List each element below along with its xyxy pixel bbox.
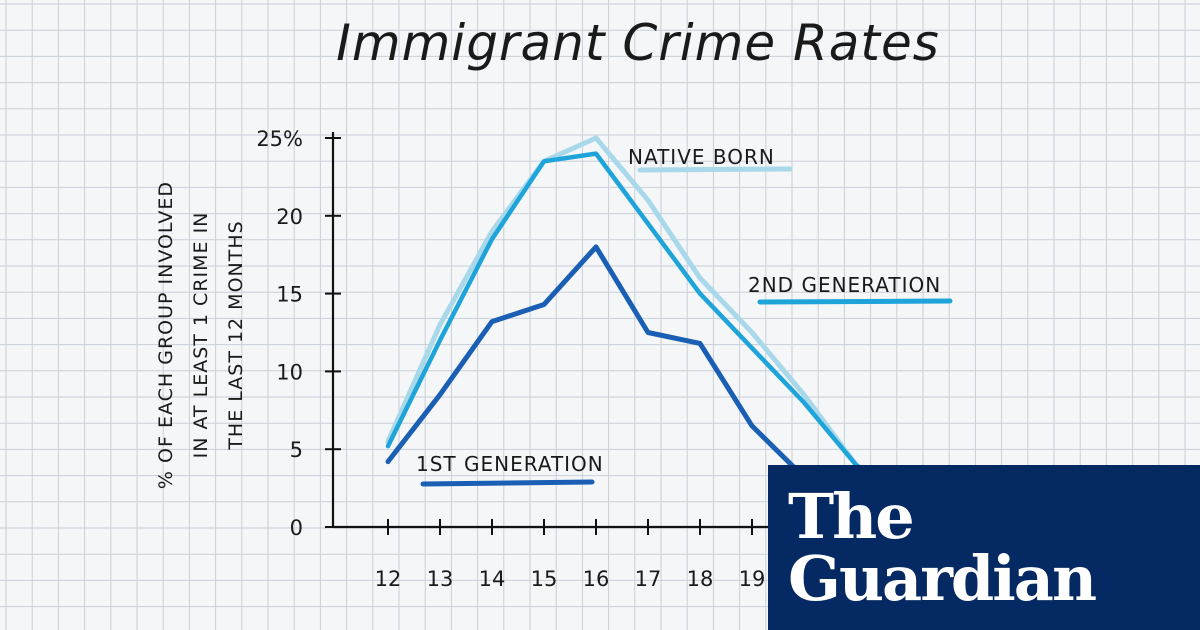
x-tick-label: 14 xyxy=(479,567,506,591)
annotation-native-born-text: NATIVE BORN xyxy=(628,145,775,169)
x-tick-label: 12 xyxy=(375,567,402,591)
series-2nd-generation-line xyxy=(385,151,911,506)
x-tick-label: 16 xyxy=(583,567,610,591)
annotation-2nd-generation-text: 2ND GENERATION xyxy=(748,273,941,297)
y-ticks: 25% 20 15 10 5 0 xyxy=(256,127,341,540)
y-tick-label: 25% xyxy=(256,127,303,151)
annotation-1st-generation-underline xyxy=(420,479,595,487)
annotation-native-born: NATIVE BORN xyxy=(628,145,793,173)
annotation-native-born-underline xyxy=(637,166,793,173)
logo-line-guardian: Guardian xyxy=(788,541,1097,615)
y-axis-label-line-1: % OF EACH GROUP INVOLVED xyxy=(155,181,177,489)
y-tick-label: 15 xyxy=(276,283,303,307)
annotation-2nd-generation: 2ND GENERATION xyxy=(748,273,953,305)
y-tick-label: 0 xyxy=(290,516,303,540)
y-axis-label-line-3: THE LAST 12 MONTHS xyxy=(225,220,247,450)
y-tick-label: 10 xyxy=(276,360,303,384)
x-tick-label: 15 xyxy=(531,567,558,591)
guardian-logo: The Guardian xyxy=(768,465,1200,630)
x-tick-label: 19 xyxy=(739,567,766,591)
x-ticks: 12 13 14 15 16 17 18 19 xyxy=(375,519,766,591)
y-tick-label: 20 xyxy=(276,205,303,229)
x-tick-label: 13 xyxy=(427,567,454,591)
annotation-1st-generation-text: 1ST GENERATION xyxy=(416,452,604,476)
annotation-1st-generation: 1ST GENERATION xyxy=(416,452,604,487)
logo-line-the: The xyxy=(788,479,915,553)
y-tick-label: 5 xyxy=(290,438,303,462)
y-axis-label-line-2: IN AT LEAST 1 CRIME IN xyxy=(190,212,212,459)
annotation-2nd-generation-underline xyxy=(757,298,953,305)
x-tick-label: 18 xyxy=(687,567,714,591)
series-native-born-line xyxy=(385,135,911,507)
chart-title: Immigrant Crime Rates xyxy=(336,14,940,72)
y-axis-label: % OF EACH GROUP INVOLVED IN AT LEAST 1 C… xyxy=(155,181,247,489)
x-tick-label: 17 xyxy=(635,567,662,591)
